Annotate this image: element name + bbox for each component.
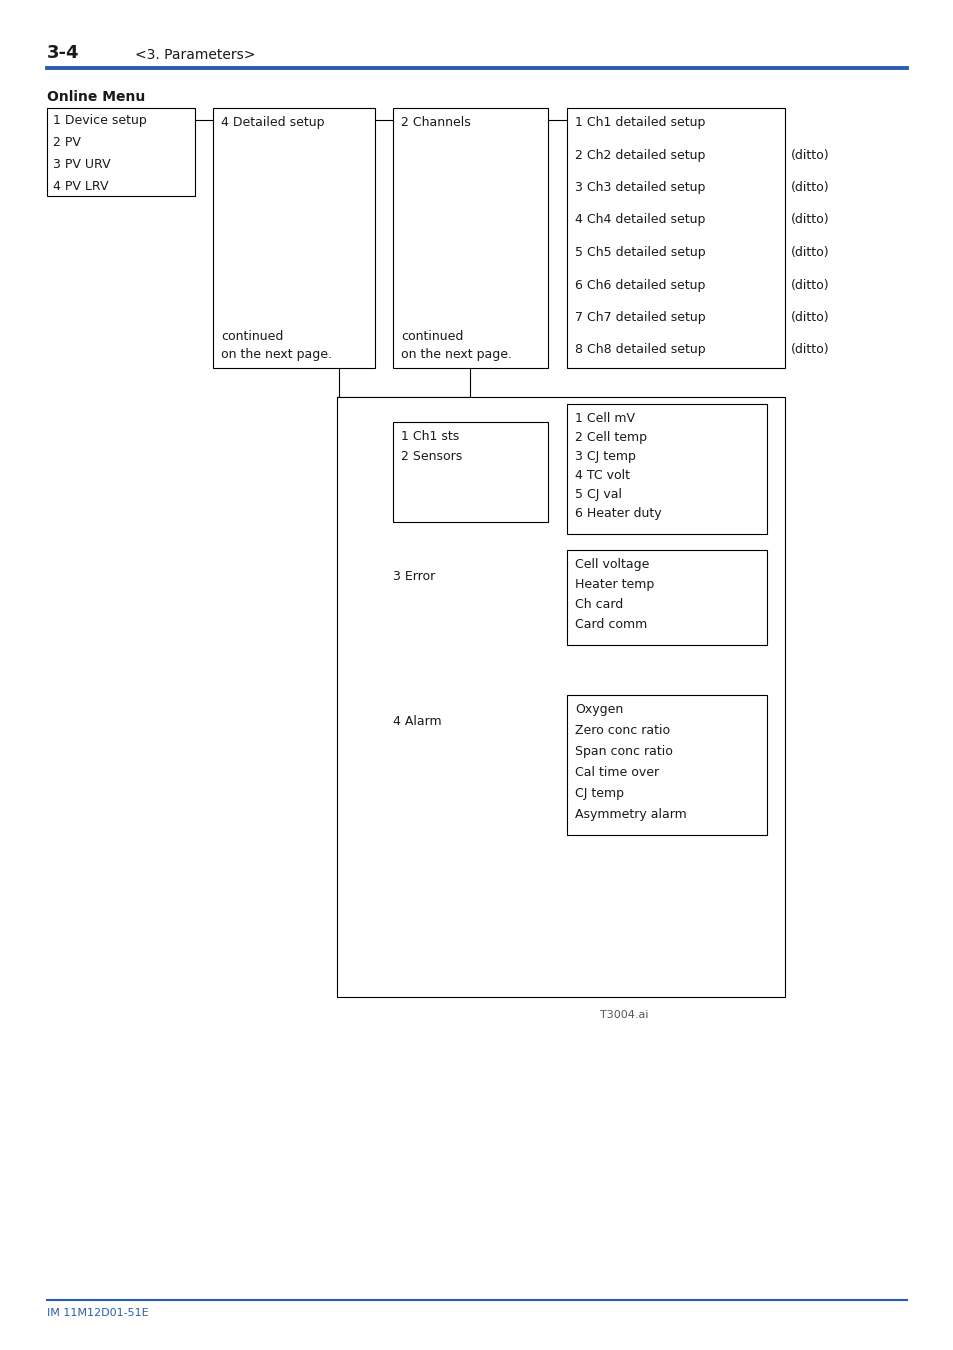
Bar [393, 423, 547, 522]
Text: Cal time over: Cal time over [575, 765, 659, 779]
Text: 6 Ch6 detailed setup: 6 Ch6 detailed setup [575, 278, 704, 292]
Text: Online Menu: Online Menu [47, 90, 145, 104]
Text: T3004.ai: T3004.ai [599, 1010, 648, 1021]
Text: CJ temp: CJ temp [575, 787, 623, 801]
Text: 5 Ch5 detailed setup: 5 Ch5 detailed setup [575, 246, 705, 259]
Text: 2 Sensors: 2 Sensors [400, 450, 462, 463]
Text: Heater temp: Heater temp [575, 578, 654, 591]
Text: 4 Ch4 detailed setup: 4 Ch4 detailed setup [575, 213, 704, 227]
Text: (ditto): (ditto) [790, 148, 829, 162]
Text: Asymmetry alarm: Asymmetry alarm [575, 809, 686, 821]
Text: 4 PV LRV: 4 PV LRV [53, 180, 109, 193]
Text: 1 Ch1 sts: 1 Ch1 sts [400, 431, 458, 443]
Text: on the next page.: on the next page. [400, 348, 512, 360]
Text: Cell voltage: Cell voltage [575, 558, 649, 571]
Text: 3 PV URV: 3 PV URV [53, 158, 111, 171]
Text: 3 Error: 3 Error [393, 570, 435, 583]
Text: (ditto): (ditto) [790, 213, 829, 227]
Text: 1 Device setup: 1 Device setup [53, 113, 147, 127]
Text: 5 CJ val: 5 CJ val [575, 487, 621, 501]
Text: 6 Heater duty: 6 Heater duty [575, 508, 661, 520]
Text: continued: continued [400, 329, 463, 343]
Bar [566, 404, 766, 535]
Text: 7 Ch7 detailed setup: 7 Ch7 detailed setup [575, 310, 705, 324]
Text: 4 Detailed setup: 4 Detailed setup [221, 116, 324, 130]
Text: 4 Alarm: 4 Alarm [393, 716, 441, 728]
Text: 1 Cell mV: 1 Cell mV [575, 412, 635, 425]
Text: (ditto): (ditto) [790, 246, 829, 259]
Text: 4 TC volt: 4 TC volt [575, 468, 629, 482]
Text: Span conc ratio: Span conc ratio [575, 745, 672, 757]
Bar [566, 695, 766, 836]
Text: 3 Ch3 detailed setup: 3 Ch3 detailed setup [575, 181, 704, 194]
Text: 2 Ch2 detailed setup: 2 Ch2 detailed setup [575, 148, 704, 162]
Bar [393, 108, 547, 369]
Text: Zero conc ratio: Zero conc ratio [575, 724, 669, 737]
Text: 8 Ch8 detailed setup: 8 Ch8 detailed setup [575, 343, 705, 356]
Text: on the next page.: on the next page. [221, 348, 332, 360]
Text: 2 Cell temp: 2 Cell temp [575, 431, 646, 444]
Bar [566, 108, 784, 369]
Bar [336, 397, 784, 998]
Text: (ditto): (ditto) [790, 278, 829, 292]
Bar [47, 108, 194, 196]
Bar [566, 549, 766, 645]
Text: (ditto): (ditto) [790, 310, 829, 324]
Text: 2 Channels: 2 Channels [400, 116, 470, 130]
Bar [213, 108, 375, 369]
Text: (ditto): (ditto) [790, 343, 829, 356]
Text: 1 Ch1 detailed setup: 1 Ch1 detailed setup [575, 116, 704, 130]
Text: 3 CJ temp: 3 CJ temp [575, 450, 636, 463]
Text: 2 PV: 2 PV [53, 136, 81, 148]
Text: 3-4: 3-4 [47, 45, 79, 62]
Text: IM 11M12D01-51E: IM 11M12D01-51E [47, 1308, 149, 1318]
Text: <3. Parameters>: <3. Parameters> [135, 49, 255, 62]
Text: Card comm: Card comm [575, 618, 646, 630]
Text: Ch card: Ch card [575, 598, 622, 612]
Text: continued: continued [221, 329, 283, 343]
Text: Oxygen: Oxygen [575, 703, 622, 716]
Text: (ditto): (ditto) [790, 181, 829, 194]
